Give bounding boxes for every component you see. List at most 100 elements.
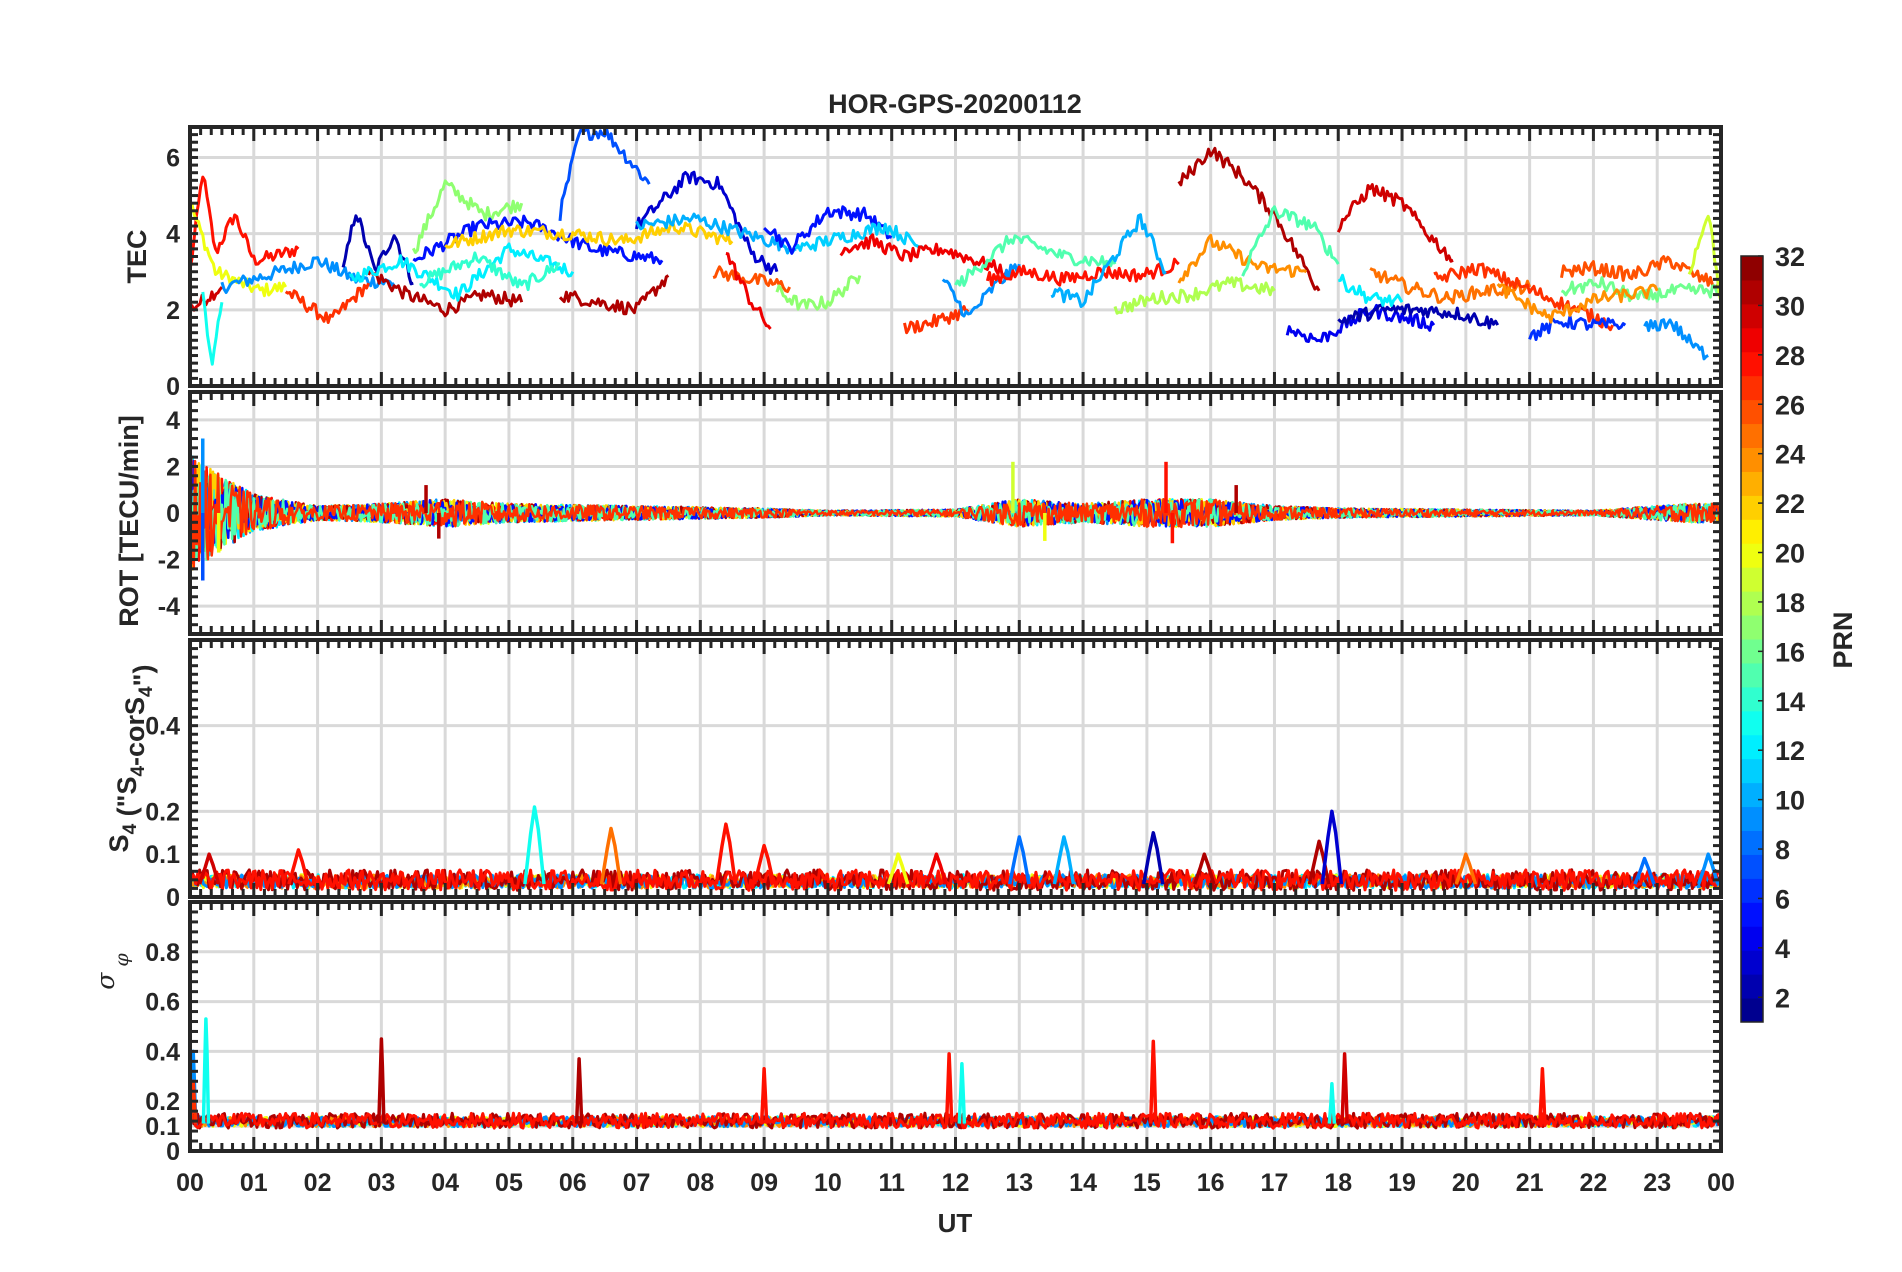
sigma-spike-prn-31 — [377, 1037, 386, 1124]
s4-spike-prn-3 — [1320, 809, 1344, 885]
s4-spike-prn-29 — [925, 852, 948, 885]
y-tick-label: 0.4 — [145, 1038, 180, 1066]
y-tick-label: 0 — [166, 884, 180, 912]
x-tick-label: 00 — [176, 1169, 204, 1197]
x-tick-label: 15 — [1133, 1169, 1161, 1197]
y-tick-label: -2 — [158, 547, 180, 575]
tec-arc-prn-10 — [1050, 213, 1167, 308]
panel-sigma: 00.10.2 0.4 0.6 0.8 σ φ — [91, 900, 1723, 1166]
x-tick-label: 00 — [1707, 1169, 1735, 1197]
x-tick-label: 06 — [559, 1169, 587, 1197]
colorbar-tick-label: 24 — [1775, 440, 1805, 470]
y-tick-label: 4 — [166, 407, 180, 435]
y-axis-label: ROT [TECU/min] — [114, 415, 144, 626]
colorbar-tick-label: 14 — [1775, 687, 1805, 717]
s4-spike-prn-30 — [197, 852, 221, 885]
colorbar-tick-label: 6 — [1775, 884, 1790, 914]
colorbar-swatch-prn-5 — [1741, 902, 1763, 927]
tec-arc-prn-17 — [411, 179, 524, 254]
tec-arc-prn-15 — [954, 234, 1117, 287]
sigma-spike-prn-28 — [1148, 1039, 1158, 1124]
y-label-part: S — [104, 834, 134, 852]
x-tick-label: 17 — [1261, 1169, 1289, 1197]
y-label-part: 4 — [120, 823, 141, 834]
y-tick-label: 0.1 — [145, 841, 180, 869]
tec-arc-prn-11 — [794, 222, 925, 252]
s4-trace-prn-28 — [190, 868, 1720, 892]
colorbar-tick-label: 20 — [1775, 539, 1805, 569]
y-tick-label: 0.4 — [145, 713, 180, 741]
colorbar-swatch-prn-7 — [1741, 854, 1763, 879]
s4-spike-prn-25 — [599, 826, 623, 885]
colorbar-swatch-prn-2 — [1741, 974, 1763, 999]
x-tick-label: 14 — [1069, 1169, 1097, 1197]
colorbar-swatch-prn-26 — [1741, 399, 1763, 425]
sigma-spike-prn-31 — [574, 1057, 584, 1124]
colorbar-swatch-prn-23 — [1741, 471, 1763, 496]
colorbar-swatch-prn-21 — [1741, 519, 1763, 544]
x-tick-label: 22 — [1580, 1169, 1608, 1197]
series-rot — [190, 438, 1721, 581]
sigma-spike-prn-13 — [201, 1017, 211, 1124]
y-tick-label: 0.1 — [145, 1113, 180, 1141]
x-tick-label: 11 — [878, 1169, 905, 1197]
tec-arc-prn-4 — [1285, 303, 1436, 343]
y-tick-label: 0.6 — [145, 989, 180, 1017]
tec-arc-prn-25 — [1369, 267, 1532, 305]
tec-arc-prn-18 — [1113, 276, 1276, 315]
s4-spike-prn-2 — [1141, 831, 1165, 885]
colorbar-tick-label: 32 — [1775, 242, 1805, 272]
s4-spike-prn-28 — [714, 822, 738, 885]
y-tick-label: 0.2 — [145, 798, 180, 826]
tec-arc-prn-26 — [712, 265, 791, 294]
x-tick-label: 20 — [1452, 1169, 1480, 1197]
tec-arc-prn-24 — [1496, 283, 1659, 324]
tec-arc-prn-9 — [1643, 318, 1709, 361]
chart-title: HOR-GPS-20200112 — [828, 89, 1082, 119]
colorbar-tick-label: 12 — [1775, 736, 1805, 766]
tec-arc-prn-6 — [1528, 314, 1627, 341]
colorbar-swatch-prn-11 — [1741, 758, 1763, 784]
colorbar-swatch-prn-8 — [1741, 830, 1763, 855]
colorbar-swatch-prn-30 — [1741, 303, 1763, 329]
series-tec — [190, 127, 1721, 366]
panel-tec: 0 2 4 6 TEC — [122, 125, 1723, 401]
x-tick-label: 23 — [1643, 1169, 1671, 1197]
tec-arc-prn-29 — [725, 252, 772, 330]
colorbar-label: PRN — [1828, 611, 1858, 668]
s4-spike-prn-13 — [523, 805, 546, 885]
tec-arc-prn-7 — [558, 127, 651, 222]
x-tick-label: 04 — [431, 1169, 459, 1197]
rot-trace-prn-27 — [190, 459, 1721, 570]
tec-arc-prn-31 — [558, 274, 670, 316]
colorbar-tick-label: 16 — [1775, 637, 1805, 667]
y-label-part: ("S — [112, 777, 142, 824]
colorbar-swatch-prn-17 — [1741, 615, 1763, 640]
y-label-part: φ — [111, 953, 133, 973]
y-tick-label: 0 — [166, 500, 180, 528]
colorbar-tick-label: 2 — [1775, 983, 1790, 1013]
y-tick-label: 2 — [166, 297, 180, 325]
tec-arc-prn-29 — [839, 233, 1008, 278]
tec-arc-prn-10 — [635, 212, 797, 255]
sigma-spike-prn-13 — [957, 1062, 967, 1124]
tec-arc-prn-31 — [367, 267, 524, 318]
tec-arc-prn-16 — [1560, 276, 1721, 303]
tec-arc-prn-15 — [1241, 205, 1340, 277]
colorbar-swatch-prn-16 — [1741, 639, 1763, 664]
y-label-part: 4 — [136, 686, 157, 697]
s4-spike-prn-31 — [1193, 852, 1216, 885]
x-tick-label: 07 — [623, 1169, 651, 1197]
y-tick-label: 0 — [166, 1138, 180, 1166]
x-tick-label: 03 — [367, 1169, 395, 1197]
tec-arc-prn-31 — [1177, 146, 1321, 292]
x-tick-label: 16 — [1197, 1169, 1225, 1197]
tec-arc-prn-14 — [419, 251, 561, 292]
s4-spike-prn-28 — [752, 843, 776, 885]
y-tick-label: 0.2 — [145, 1088, 180, 1116]
colorbar-swatch-prn-4 — [1741, 926, 1763, 951]
colorbar-swatch-prn-31 — [1741, 279, 1763, 305]
tec-arc-prn-9 — [941, 263, 1021, 318]
